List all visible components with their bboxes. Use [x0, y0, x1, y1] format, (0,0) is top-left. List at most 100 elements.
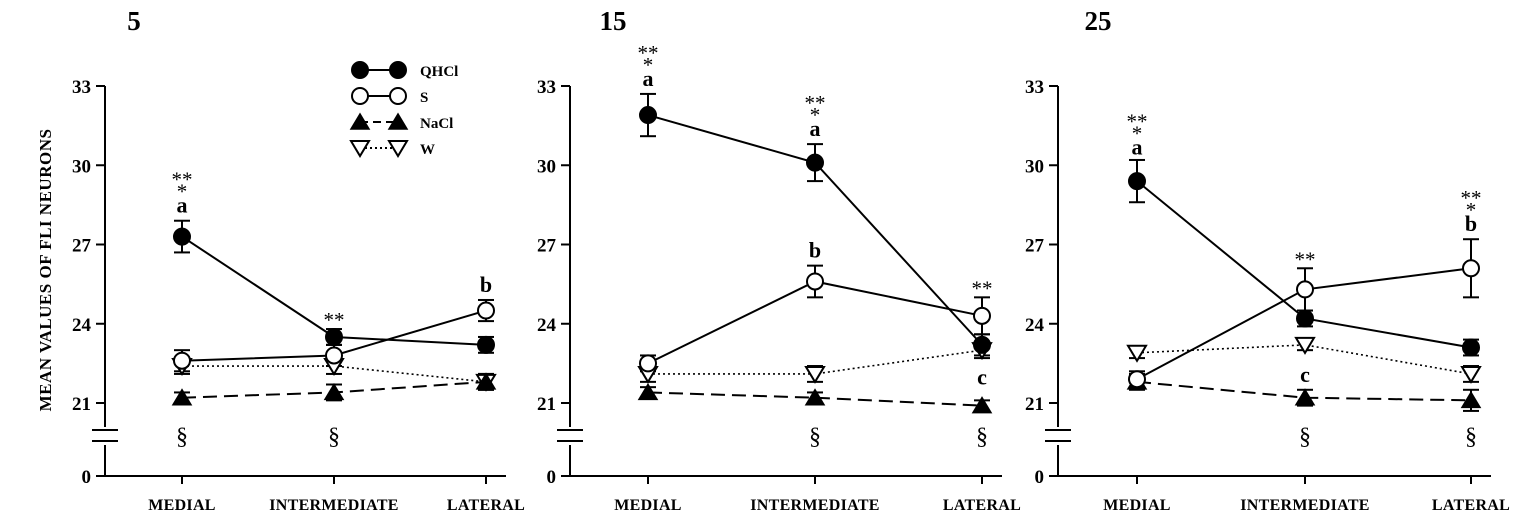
data-point-QHCl: [973, 335, 991, 354]
significance-star: **: [972, 276, 993, 300]
significance-mark: §: [809, 424, 821, 450]
panel-title: 15: [600, 6, 627, 36]
legend-marker: [351, 87, 369, 105]
significance-star: **: [638, 41, 659, 65]
legend-label: NaCl: [420, 116, 453, 132]
legend-marker: [349, 112, 371, 130]
x-tick-label: LATERAL: [1432, 497, 1510, 514]
significance-star: **: [172, 168, 193, 192]
significance-star: **: [805, 91, 826, 115]
legend: QHCl S NaCl W: [349, 61, 458, 158]
y-tick-label: 33: [72, 77, 91, 98]
y-tick-label: 0: [1035, 467, 1045, 488]
significance-star: **: [1461, 186, 1482, 210]
significance-mark: §: [1465, 424, 1477, 450]
data-point-QHCl: [477, 335, 495, 354]
significance-letter: c: [977, 364, 987, 389]
data-point-S: [973, 306, 991, 325]
significance-star: *: [1466, 198, 1477, 222]
y-tick-label: 30: [72, 156, 91, 177]
y-tick-label: 24: [537, 315, 557, 336]
significance-mark: §: [1299, 424, 1311, 450]
data-point-NaCl: [1294, 388, 1316, 406]
y-tick-label: 33: [1025, 77, 1044, 98]
data-point-QHCl: [173, 227, 191, 246]
significance-letter: a: [1132, 135, 1143, 160]
significance-star: **: [1127, 110, 1148, 134]
data-point-QHCl: [639, 106, 657, 125]
x-tick-label: MEDIAL: [148, 497, 216, 514]
significance-star: *: [177, 180, 188, 204]
data-point-NaCl: [804, 388, 826, 406]
data-point-S: [173, 351, 191, 370]
data-point-S: [325, 346, 343, 365]
x-tick-label: LATERAL: [447, 497, 525, 514]
panel-title: 5: [127, 6, 141, 36]
significance-letter: b: [480, 272, 492, 297]
legend-marker: [351, 61, 369, 79]
significance-star: *: [810, 103, 821, 127]
y-tick-label: 21: [72, 394, 91, 415]
data-point-NaCl: [971, 396, 993, 414]
significance-letter: b: [1465, 211, 1477, 236]
data-point-S: [639, 354, 657, 373]
data-point-NaCl: [637, 382, 659, 401]
data-point-S: [477, 301, 495, 320]
significance-letter: a: [643, 66, 654, 91]
significance-mark: §: [328, 424, 340, 450]
y-tick-label: 30: [537, 156, 556, 177]
data-point-NaCl: [475, 372, 497, 390]
legend-label: W: [420, 142, 435, 158]
legend-marker: [387, 112, 409, 130]
data-point-W: [1126, 344, 1148, 363]
data-point-QHCl: [1128, 172, 1146, 191]
data-point-NaCl: [1460, 390, 1482, 409]
legend-marker: [389, 87, 407, 105]
data-point-QHCl: [325, 327, 343, 346]
data-point-S: [806, 272, 824, 291]
x-tick-label: LATERAL: [943, 497, 1021, 514]
y-tick-label: 27: [72, 236, 92, 257]
data-point-NaCl: [171, 388, 193, 406]
panel-title: 25: [1085, 6, 1112, 36]
y-tick-label: 30: [1025, 156, 1044, 177]
data-point-W: [1460, 365, 1482, 384]
data-point-QHCl: [1462, 338, 1480, 357]
x-tick-label: INTERMEDIATE: [1240, 497, 1370, 514]
significance-letter: a: [177, 193, 188, 218]
y-tick-label: 27: [537, 236, 557, 257]
y-tick-label: 21: [1025, 394, 1044, 415]
significance-star: **: [1295, 247, 1316, 271]
y-tick-label: 24: [1025, 315, 1045, 336]
legend-marker: [349, 140, 371, 158]
significance-letter: a: [810, 116, 821, 141]
data-point-S: [1128, 370, 1146, 389]
legend-marker: [387, 140, 409, 158]
series-line-NaCl: [647, 391, 983, 407]
significance-mark: §: [976, 424, 988, 450]
x-tick-label: INTERMEDIATE: [269, 497, 399, 514]
series-line-W: [1136, 344, 1472, 375]
x-tick-label: MEDIAL: [614, 497, 682, 514]
significance-star: *: [1132, 122, 1143, 146]
x-tick-label: INTERMEDIATE: [750, 497, 880, 514]
data-point-QHCl: [1296, 309, 1314, 328]
y-tick-label: 0: [547, 467, 557, 488]
data-point-S: [1462, 259, 1480, 278]
significance-letter: c: [1300, 362, 1310, 387]
data-point-W: [804, 365, 826, 384]
y-tick-label: 27: [1025, 236, 1045, 257]
data-point-W: [1294, 336, 1316, 355]
y-axis-title: MEAN VALUES OF FLI NEURONS: [36, 129, 55, 412]
significance-star: **: [324, 308, 345, 332]
legend-label: QHCl: [420, 64, 458, 80]
data-point-NaCl: [323, 382, 345, 401]
legend-label: S: [420, 90, 428, 106]
y-tick-label: 24: [72, 315, 92, 336]
data-point-QHCl: [806, 153, 824, 172]
